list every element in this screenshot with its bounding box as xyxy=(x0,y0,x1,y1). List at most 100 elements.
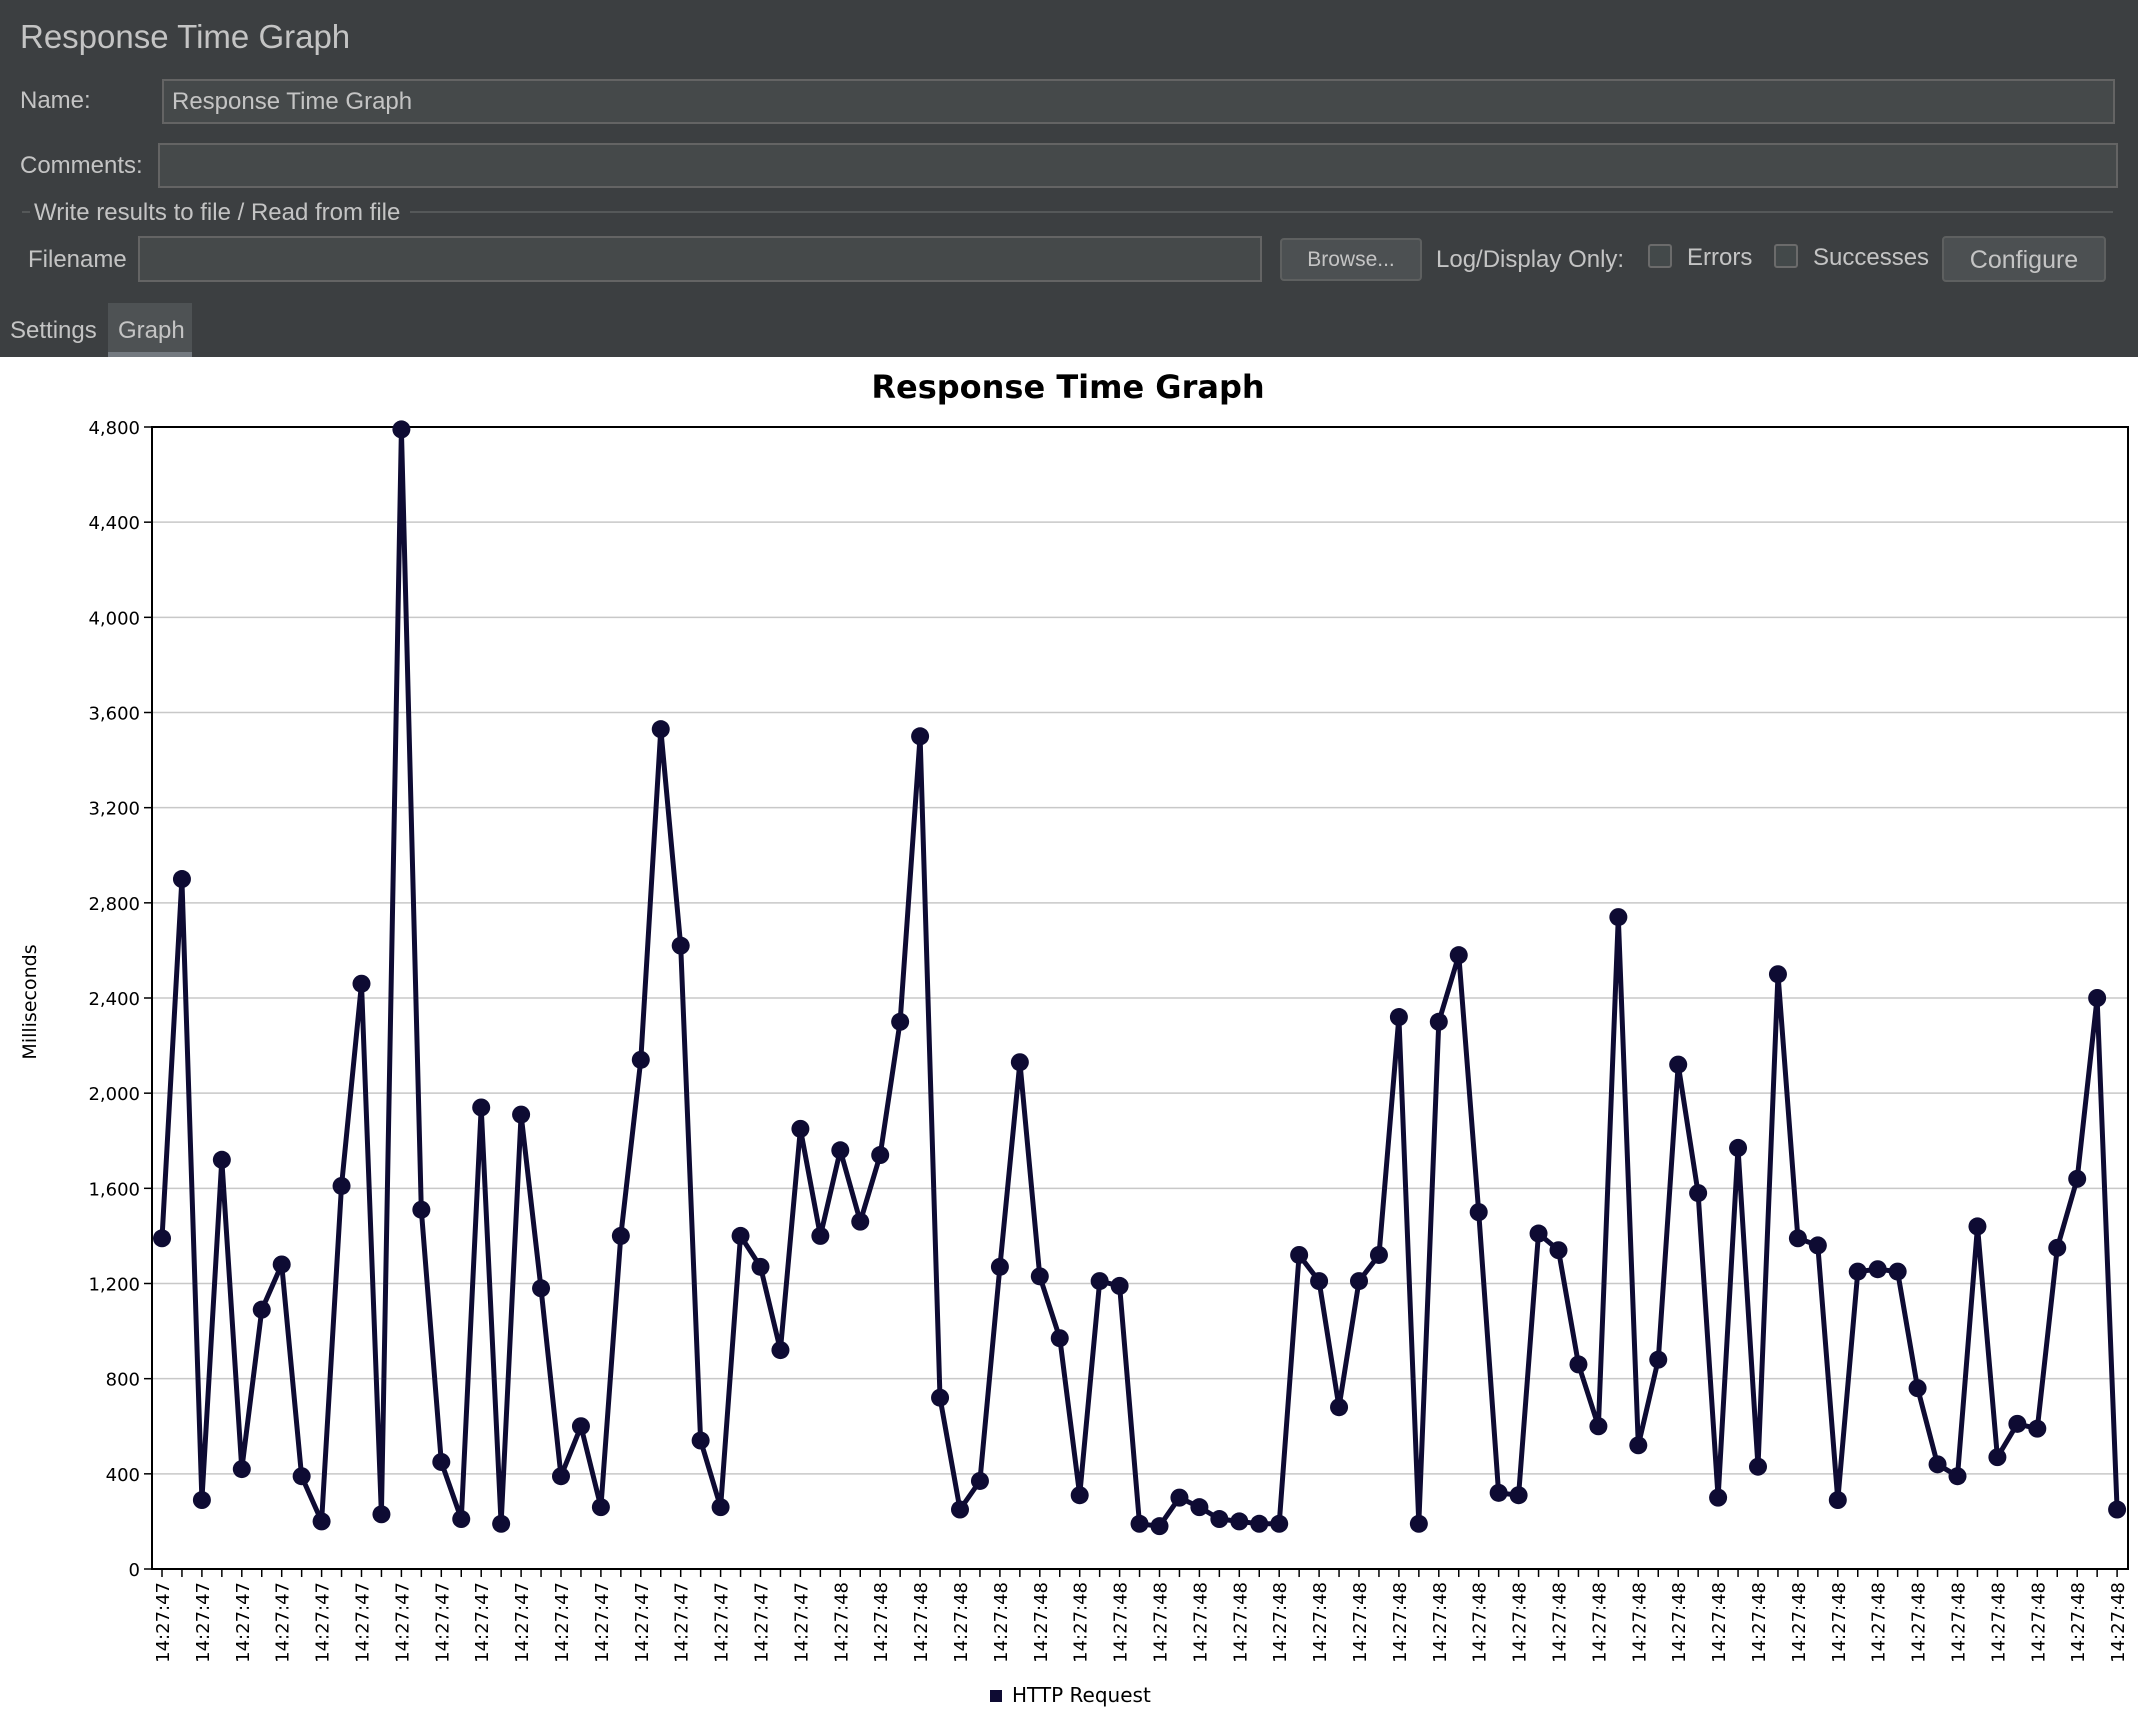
data-point xyxy=(2008,1414,2027,1433)
x-tick-label: 14:27:48 xyxy=(831,1582,852,1663)
data-point xyxy=(312,1512,331,1531)
browse-button[interactable]: Browse... xyxy=(1280,238,1422,281)
x-tick-label: 14:27:47 xyxy=(592,1582,613,1663)
y-tick-label: 2,400 xyxy=(88,989,140,1010)
y-tick-label: 0 xyxy=(129,1560,140,1581)
settings-panel: Response Time Graph Name: Comments: Writ… xyxy=(0,0,2138,357)
data-point xyxy=(1030,1267,1049,1286)
comments-label: Comments: xyxy=(20,152,143,179)
group-border-left xyxy=(22,211,30,213)
data-point xyxy=(412,1200,431,1219)
x-tick-label: 14:27:47 xyxy=(273,1582,294,1663)
legend-swatch xyxy=(990,1690,1002,1702)
x-tick-label: 14:27:48 xyxy=(1829,1582,1850,1663)
data-point xyxy=(970,1471,989,1490)
data-point xyxy=(472,1098,491,1117)
x-tick-label: 14:27:48 xyxy=(1111,1582,1132,1663)
successes-checkbox[interactable] xyxy=(1774,244,1798,268)
data-point xyxy=(1110,1276,1129,1295)
data-point xyxy=(1210,1510,1229,1529)
data-point xyxy=(1050,1329,1069,1348)
x-tick-label: 14:27:47 xyxy=(313,1582,334,1663)
data-point xyxy=(1190,1498,1209,1517)
data-point xyxy=(352,974,371,993)
x-tick-label: 14:27:48 xyxy=(1270,1582,1291,1663)
x-tick-label: 14:27:48 xyxy=(1749,1582,1770,1663)
data-point xyxy=(212,1150,231,1169)
x-tick-label: 14:27:48 xyxy=(871,1582,892,1663)
series-http-request xyxy=(153,420,2127,1536)
x-tick-label: 14:27:48 xyxy=(1350,1582,1371,1663)
data-point xyxy=(1449,946,1468,965)
x-tick-label: 14:27:47 xyxy=(392,1582,413,1663)
data-point xyxy=(611,1226,630,1245)
data-point xyxy=(1808,1236,1827,1255)
data-point xyxy=(1988,1448,2007,1467)
data-point xyxy=(1389,1008,1408,1027)
x-tick-label: 14:27:48 xyxy=(1190,1582,1211,1663)
data-point xyxy=(671,936,690,955)
y-tick-label: 1,600 xyxy=(88,1179,140,1200)
data-point xyxy=(1150,1517,1169,1536)
data-point xyxy=(332,1176,351,1195)
configure-button[interactable]: Configure xyxy=(1942,236,2106,282)
data-point xyxy=(2048,1238,2067,1257)
x-tick-label: 14:27:48 xyxy=(1470,1582,1491,1663)
y-tick-label: 1,200 xyxy=(88,1275,140,1296)
filename-field[interactable] xyxy=(138,236,1262,282)
data-point xyxy=(1968,1217,1987,1236)
y-tick-label: 3,200 xyxy=(88,799,140,820)
y-tick-label: 800 xyxy=(106,1370,140,1391)
data-point xyxy=(791,1119,810,1138)
x-tick-label: 14:27:48 xyxy=(1909,1582,1930,1663)
successes-label: Successes xyxy=(1813,244,1930,271)
chart-title: Response Time Graph xyxy=(871,368,1264,406)
data-point xyxy=(1330,1398,1349,1417)
data-point xyxy=(192,1491,211,1510)
data-point xyxy=(1409,1514,1428,1533)
data-point xyxy=(432,1452,451,1471)
data-point xyxy=(1868,1260,1887,1279)
data-point xyxy=(891,1012,910,1031)
x-tick-label: 14:27:47 xyxy=(552,1582,573,1663)
x-tick-label: 14:27:47 xyxy=(153,1582,174,1663)
data-point xyxy=(771,1341,790,1360)
data-point xyxy=(990,1257,1009,1276)
data-point xyxy=(1609,908,1628,927)
data-point xyxy=(831,1141,850,1160)
x-tick-label: 14:27:48 xyxy=(1949,1582,1970,1663)
x-tick-label: 14:27:47 xyxy=(233,1582,254,1663)
data-point xyxy=(532,1279,551,1298)
name-field[interactable] xyxy=(162,79,2115,124)
x-tick-label: 14:27:47 xyxy=(712,1582,733,1663)
tab-graph[interactable]: Graph xyxy=(108,303,192,357)
data-point xyxy=(1629,1436,1648,1455)
x-tick-label: 14:27:47 xyxy=(193,1582,214,1663)
data-point xyxy=(931,1388,950,1407)
errors-checkbox[interactable] xyxy=(1648,244,1672,268)
x-tick-label: 14:27:48 xyxy=(1230,1582,1251,1663)
x-axis-ticks: 14:27:47 14:27:47 14:27:47 14:27:47 14:27:47… xyxy=(153,1569,2129,1663)
data-point xyxy=(1130,1514,1149,1533)
filename-label: Filename xyxy=(28,246,127,273)
x-tick-label: 14:27:48 xyxy=(1589,1582,1610,1663)
data-point xyxy=(2068,1169,2087,1188)
x-tick-label: 14:27:48 xyxy=(1151,1582,1172,1663)
legend-label: HTTP Request xyxy=(1012,1683,1151,1707)
data-point xyxy=(1469,1203,1488,1222)
data-point xyxy=(1369,1245,1388,1264)
data-point xyxy=(951,1500,969,1519)
data-point xyxy=(591,1498,610,1517)
x-tick-label: 14:27:47 xyxy=(353,1582,374,1663)
data-point xyxy=(851,1212,870,1231)
comments-field[interactable] xyxy=(158,143,2118,188)
data-point xyxy=(731,1226,750,1245)
data-point xyxy=(2088,989,2107,1007)
data-point xyxy=(911,727,930,746)
data-point xyxy=(2108,1500,2127,1519)
x-tick-label: 14:27:48 xyxy=(1789,1582,1810,1663)
x-tick-label: 14:27:48 xyxy=(1310,1582,1331,1663)
data-point xyxy=(1729,1138,1748,1157)
tab-settings[interactable]: Settings xyxy=(10,317,97,344)
x-tick-label: 14:27:48 xyxy=(1430,1582,1451,1663)
